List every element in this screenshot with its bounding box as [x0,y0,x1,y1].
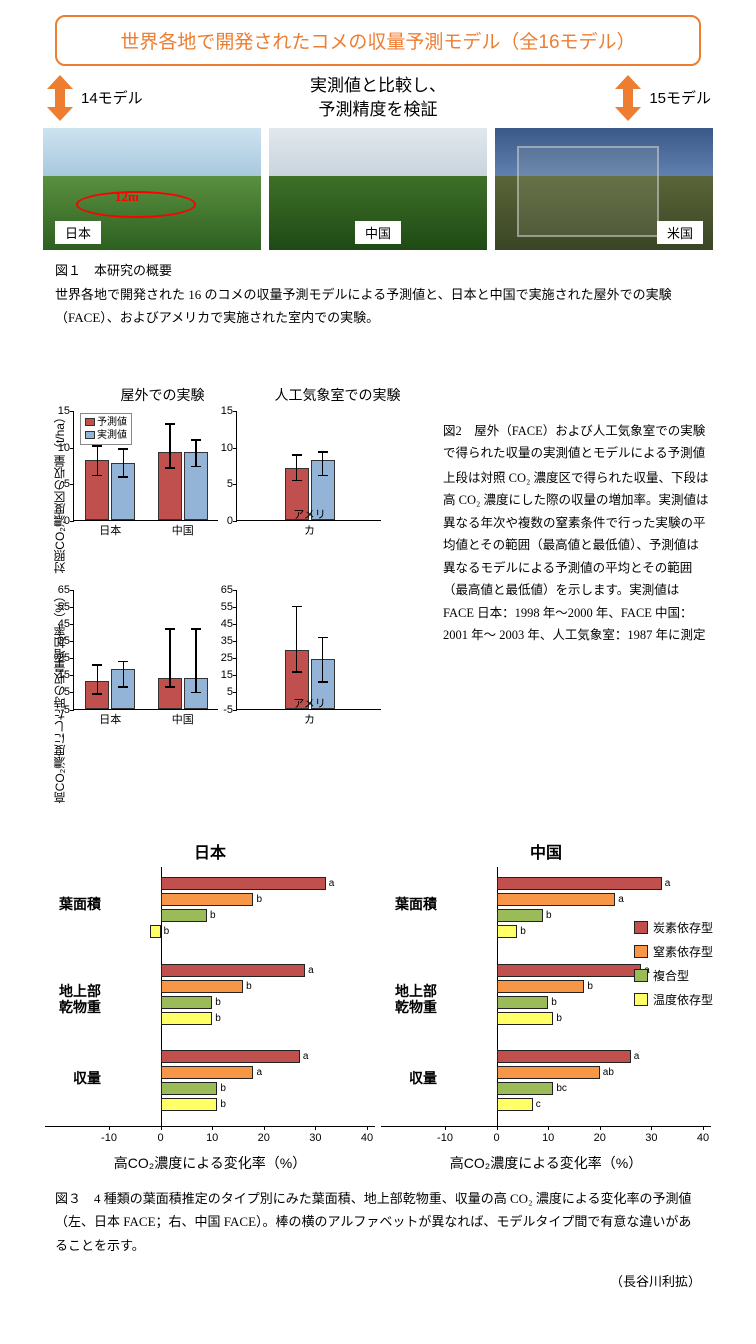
fig2-chart-top-left: 予測値 実測値 051015日本中国 [73,411,218,521]
header-title: 世界各地で開発されたコメの収量予測モデル（全16モデル） [120,32,635,53]
left-count: 14モデル [81,87,143,108]
fig2: 屋外での実験 人工気象室での実験 対照CO₂濃度区の収量（t/ha） 予測値 実… [45,385,711,819]
fig3-chart-left: -10010203040葉面積abbb地上部 乾物重abbb収量aabb [45,867,375,1127]
fig2-ylabel-top: 対照CO₂濃度区の収量（t/ha） [51,411,68,574]
header-box: 世界各地で開発されたコメの収量予測モデル（全16モデル） [55,15,701,66]
double-arrow-icon [613,75,643,121]
fig2-chart-bot-left: -55152535455565日本中国 [73,590,218,710]
fig3-legend: 炭素依存型窒素依存型複合型温度依存型 [634,919,713,1015]
credit: （長谷川利拡） [25,1271,701,1290]
photo-label: 中国 [355,221,401,244]
fig2-caption: 図2 屋外（FACE）および人工気象室での実験で得られた収量の実測値とモデルによ… [443,385,711,819]
distance-label: 12m [115,189,139,205]
photo-japan: 12m 日本 [43,128,261,250]
fig2-chart-top-right: 051015アメリカ [236,411,381,521]
photo-label: 米国 [657,221,703,244]
fig3-title-left: 日本 [45,839,375,863]
fig2-chart-bot-right: -55152535455565アメリカ [236,590,381,710]
fig3: 日本 -10010203040葉面積abbb地上部 乾物重abbb収量aabb … [45,839,711,1173]
fig3-title-right: 中国 [381,839,711,863]
fig3-caption: 図３ 4 種類の葉面積推定のタイプ別にみた葉面積、地上部乾物重、収量の高 CO₂… [55,1187,701,1257]
fig2-legend: 予測値 実測値 [80,413,132,445]
fig2-col-title-left: 屋外での実験 [45,385,250,405]
fig1-caption: 図１ 本研究の概要 世界各地で開発された 16 のコメの収量予測モデルによる予測… [55,260,701,330]
fig2-col-title-right: 人工気象室での実験 [250,385,425,405]
photo-usa: 米国 [495,128,713,250]
right-count: 15モデル [649,87,711,108]
double-arrow-icon [45,75,75,121]
schematic-mid-text: 実測値と比較し、 予測精度を検証 [310,74,446,122]
schematic-row: 14モデル 実測値と比較し、 予測精度を検証 15モデル [45,74,711,122]
photo-china: 中国 [269,128,487,250]
photo-row: 12m 日本 中国 米国 [43,128,713,250]
fig3-xlabel: 高CO₂濃度による変化率（%） [381,1153,711,1173]
photo-label: 日本 [55,221,101,244]
fig3-xlabel: 高CO₂濃度による変化率（%） [45,1153,375,1173]
